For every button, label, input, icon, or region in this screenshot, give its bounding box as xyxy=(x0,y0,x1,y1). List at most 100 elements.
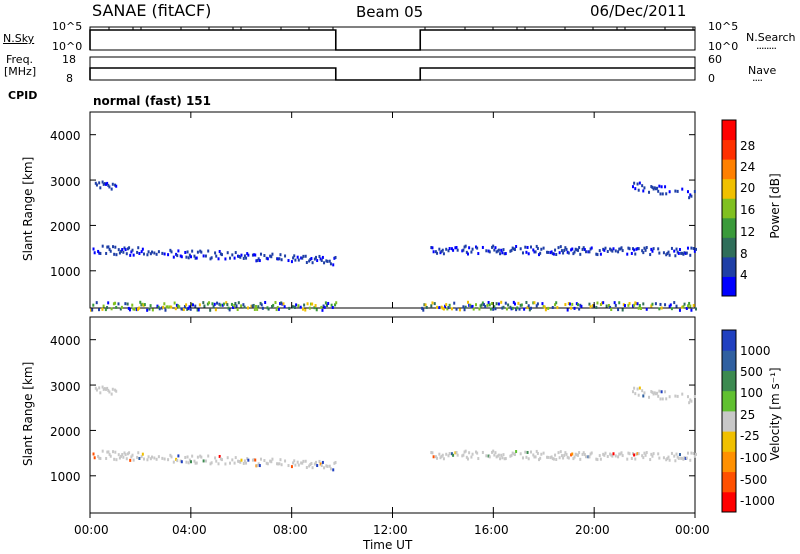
power-point xyxy=(101,180,104,184)
power-point xyxy=(246,306,249,310)
power-point xyxy=(447,306,450,310)
velocity-point xyxy=(637,393,640,397)
velocity-point xyxy=(527,457,530,461)
velocity-point xyxy=(251,458,254,462)
velocity-point xyxy=(645,451,648,455)
velocity-point xyxy=(450,452,453,456)
power-point xyxy=(492,307,495,311)
power-point xyxy=(686,304,689,308)
velocity-point xyxy=(501,456,504,460)
power-point xyxy=(559,245,562,249)
velocity-point xyxy=(674,459,677,463)
velocity-cbar-tick-neg500: -500 xyxy=(740,473,768,487)
velocity-point xyxy=(648,395,651,399)
velocity-point xyxy=(452,453,455,457)
power-point xyxy=(631,304,634,308)
velocity-point xyxy=(614,454,617,458)
power-point xyxy=(676,189,679,193)
power-point xyxy=(651,302,654,306)
power-point xyxy=(147,250,150,254)
power-point xyxy=(507,303,510,307)
power-point xyxy=(330,303,333,307)
power-point xyxy=(571,302,574,306)
power-point xyxy=(441,306,444,310)
velocity-point xyxy=(257,462,260,466)
power-point xyxy=(477,252,480,256)
power-point xyxy=(621,308,624,312)
power-point xyxy=(538,253,541,257)
power-point xyxy=(169,305,172,309)
power-point xyxy=(542,305,545,309)
power-point xyxy=(442,307,445,311)
velocity-point xyxy=(215,459,218,463)
velocity-point xyxy=(668,458,671,462)
power-point xyxy=(669,303,672,307)
velocity-point xyxy=(277,462,280,466)
power-point xyxy=(689,253,692,257)
velocity-point xyxy=(334,460,337,464)
power-point xyxy=(221,303,224,307)
power-point xyxy=(515,245,518,249)
power-point xyxy=(140,250,143,254)
velocity-point xyxy=(630,456,633,460)
velocity-point xyxy=(685,456,688,460)
power-point xyxy=(642,189,645,193)
power-point xyxy=(685,251,688,255)
power-point xyxy=(139,300,142,304)
beam-title: Beam 05 xyxy=(356,3,424,21)
power-point xyxy=(266,257,269,261)
power-point xyxy=(288,306,291,310)
velocity-point xyxy=(101,449,104,453)
power-point xyxy=(297,304,300,308)
power-point xyxy=(110,307,113,311)
velocity-point xyxy=(644,453,647,457)
velocity-point xyxy=(439,456,442,460)
power-point xyxy=(157,305,160,309)
power-point xyxy=(438,247,441,251)
power-point xyxy=(445,247,448,251)
power-point xyxy=(645,246,648,250)
velocity-point xyxy=(686,395,689,399)
power-point xyxy=(557,246,560,250)
power-cbar-tick-4: 4 xyxy=(740,268,748,282)
power-point xyxy=(648,190,651,194)
power-point xyxy=(195,256,198,260)
power-point xyxy=(213,302,216,306)
power-point xyxy=(456,248,459,252)
power-point xyxy=(654,302,657,306)
power-point xyxy=(468,246,471,250)
velocity-point xyxy=(304,459,307,463)
power-point xyxy=(681,187,684,191)
power-point xyxy=(654,187,657,191)
power-point xyxy=(99,252,102,256)
velocity-point xyxy=(468,451,471,455)
power-point xyxy=(479,304,482,308)
velocity-point xyxy=(678,453,681,457)
power-point xyxy=(297,258,300,262)
power-point xyxy=(131,303,134,307)
power-point xyxy=(637,306,640,310)
power-colorbar-swatch xyxy=(722,256,736,277)
velocity-point xyxy=(576,453,579,457)
power-point xyxy=(652,187,655,191)
velocity-point xyxy=(509,454,512,458)
power-point xyxy=(119,307,122,311)
velocity-point xyxy=(511,451,514,455)
power-point xyxy=(530,245,532,249)
velocity-point xyxy=(170,455,173,459)
velocity-point xyxy=(689,398,692,402)
power-point xyxy=(470,250,473,254)
power-point xyxy=(321,308,324,312)
velocity-point xyxy=(310,461,313,465)
power-point xyxy=(170,305,173,309)
power-point xyxy=(497,248,500,252)
power-point xyxy=(237,301,240,305)
power-point xyxy=(528,308,531,312)
velocity-point xyxy=(558,456,561,460)
velocity-colorbar-swatch xyxy=(722,370,736,392)
power-point xyxy=(536,302,539,306)
power-point xyxy=(178,305,181,309)
power-ylabel: Slant Range [km] xyxy=(21,156,35,261)
velocity-point xyxy=(108,390,111,394)
power-point xyxy=(683,251,686,255)
